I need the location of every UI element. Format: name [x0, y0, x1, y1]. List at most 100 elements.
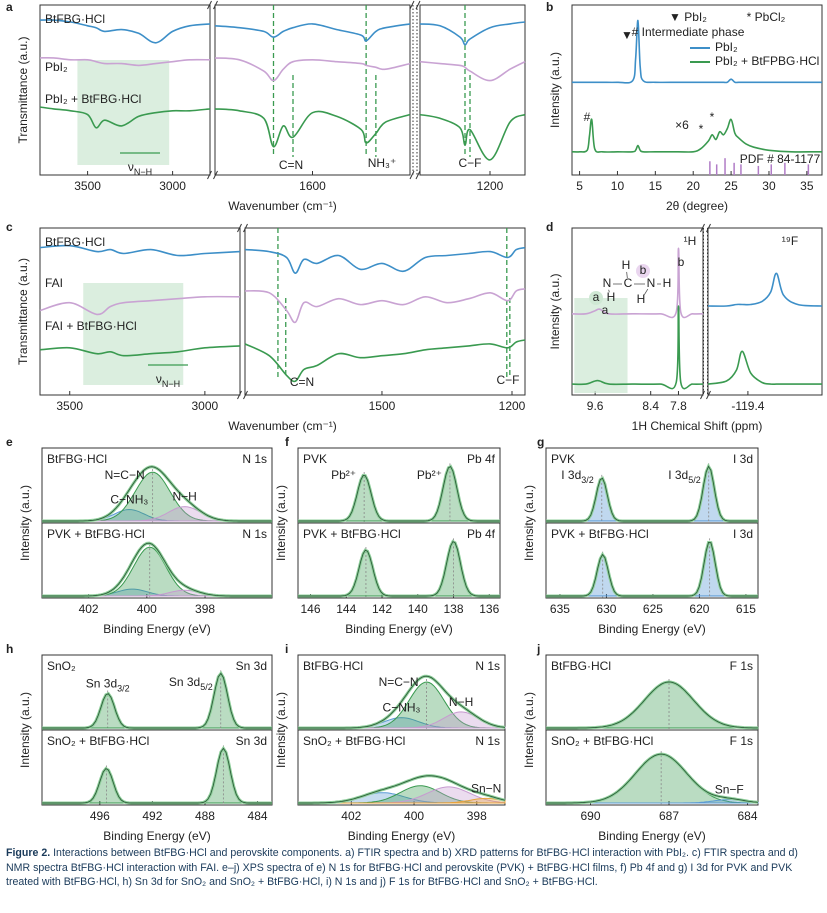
annotation: b	[678, 255, 685, 269]
panel-letter: a	[6, 0, 13, 14]
series-line	[39, 244, 526, 274]
axis-break	[243, 390, 248, 400]
series-label: PbI₂ + BtFBG·HCl	[45, 92, 141, 106]
x-tick-label: 3000	[192, 399, 219, 413]
fit-envelope	[546, 540, 758, 598]
x-tick-label: 1200	[499, 399, 526, 413]
peak-label-main: I 3d	[561, 468, 581, 482]
y-axis-label: Transmittance (a.u.)	[16, 258, 30, 365]
annotation: *	[699, 122, 704, 136]
subplot-title: PVK	[303, 452, 327, 466]
x-tick-label: 1500	[369, 399, 396, 413]
subplot-title: BtFBG·HCl	[303, 659, 363, 673]
axis-break	[213, 0, 218, 10]
x-tick-label: 684	[738, 809, 758, 823]
panel-letter: d	[546, 220, 553, 234]
series-line	[571, 118, 822, 153]
plot-frame	[39, 227, 241, 396]
annotation-main: C=N	[290, 375, 314, 389]
molecule-atom: a	[593, 290, 600, 304]
annotation-sub: N−H	[162, 379, 180, 389]
molecule-atom: N	[603, 276, 612, 290]
plot-frame	[214, 4, 411, 176]
annotation: a	[602, 303, 609, 317]
legend-label: PbI₂	[715, 40, 738, 54]
x-tick-label: 492	[142, 809, 162, 823]
subplot-tag: N 1s	[475, 734, 500, 748]
subplot-title: PVK + BtFBG·HCl	[551, 527, 649, 541]
fit-component	[546, 477, 758, 522]
fit-component	[42, 672, 272, 729]
x-tick-label: 30	[762, 179, 776, 193]
measured-spectrum	[42, 747, 272, 804]
subplot-tag: N 1s	[242, 452, 267, 466]
series-label: PbI₂	[45, 60, 68, 74]
peak-label-main: Sn 3d	[86, 677, 117, 691]
annotation: νN−H	[156, 372, 180, 389]
x-axis-label: Binding Energy (eV)	[598, 829, 705, 843]
x-tick-label: 136	[479, 602, 499, 616]
axis-break	[213, 170, 218, 180]
annotation: νN−H	[128, 160, 152, 177]
annotation: ¹⁹F	[782, 234, 798, 248]
x-tick-label: 20	[687, 179, 701, 193]
fit-component	[298, 474, 500, 522]
annotation: * PbCl₂	[747, 10, 786, 24]
panel-letter: g	[537, 435, 544, 449]
x-tick-label: 142	[372, 602, 392, 616]
measured-spectrum	[546, 542, 758, 597]
fit-component	[546, 541, 758, 597]
peak-label: Sn−N	[471, 782, 501, 796]
axis-break	[706, 390, 711, 400]
figure: a Wavenumber (cm⁻¹) Transmittance (a.u.) 35…	[6, 0, 823, 843]
series-label: BtFBG·HCl	[45, 235, 105, 249]
annotation-main: ×6	[675, 118, 689, 132]
axis-break	[243, 223, 248, 233]
bond	[608, 289, 610, 293]
molecule-atom: H	[622, 258, 631, 272]
x-tick-label: 15	[649, 179, 663, 193]
series-line	[707, 272, 823, 307]
y-axis-label: Intensity (a.u.)	[18, 692, 32, 768]
annotation-main: ▼ PbI₂	[669, 10, 707, 24]
axis-break	[415, 170, 421, 180]
peak-label-sub: 5/2	[200, 682, 213, 692]
x-tick-label: 620	[689, 602, 709, 616]
plot-frame	[707, 227, 823, 396]
fit-envelope	[298, 464, 500, 523]
peak-label-main: N−H	[449, 695, 473, 709]
axis-break	[207, 170, 212, 180]
annotation-main: ν	[128, 160, 134, 174]
axis-break	[237, 390, 242, 400]
bond	[643, 288, 649, 296]
subplot-tag: N 1s	[242, 527, 267, 541]
x-axis-label: Binding Energy (eV)	[345, 622, 452, 636]
annotation-main: * PbCl₂	[747, 10, 786, 24]
fit-envelope	[298, 539, 500, 598]
axis-break	[409, 0, 415, 10]
annotation-main: # Intermediate phase	[632, 25, 745, 39]
annotation: # Intermediate phase	[632, 25, 745, 39]
peak-label: I 3d3/2	[561, 468, 594, 485]
annotation-main: b	[678, 255, 685, 269]
fit-component	[42, 693, 272, 729]
peak-label-main: C−NH₃	[383, 701, 421, 715]
x-tick-label: 690	[580, 809, 600, 823]
x-tick-label: 398	[467, 809, 487, 823]
plot-frame	[419, 4, 526, 176]
subplot-title: BtFBG·HCl	[47, 452, 107, 466]
y-axis-label: Intensity (a.u.)	[274, 692, 288, 768]
series-line	[39, 339, 526, 383]
subplot-title: SnO₂	[47, 659, 76, 673]
x-tick-label: 140	[408, 602, 428, 616]
subplot-tag: I 3d	[733, 452, 753, 466]
annotation: ¹H	[684, 234, 697, 248]
molecule-atom: N	[647, 276, 656, 290]
legend-label: PbI₂ + BtFPBG·HCl	[715, 54, 819, 68]
plot-frame	[244, 227, 526, 396]
fit-envelope	[42, 670, 272, 730]
peak-label-main: Sn 3d	[169, 675, 200, 689]
molecule-atom: H	[637, 292, 646, 306]
axis-break	[415, 0, 421, 10]
x-tick-label: 146	[300, 602, 320, 616]
